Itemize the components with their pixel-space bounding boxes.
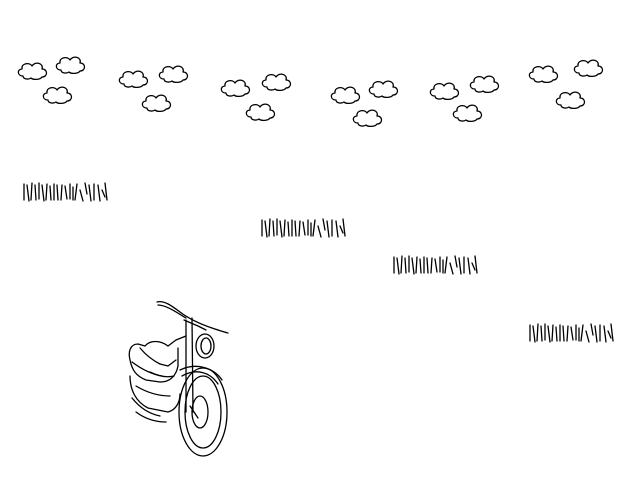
cloud-cluster-2 [118, 65, 189, 113]
grass-tuft-3 [393, 255, 478, 275]
cloud-cluster-1 [17, 56, 86, 105]
cloud-cluster-6 [528, 59, 604, 110]
grass-tuft-4 [529, 323, 614, 343]
cloud-cluster-5 [429, 75, 500, 123]
motorcycle-icon [128, 300, 229, 457]
grass-tuft-1 [23, 182, 108, 202]
grass-tuft-2 [261, 218, 346, 238]
cloud-cluster-4 [330, 80, 399, 128]
cloud-cluster-3 [220, 73, 292, 122]
